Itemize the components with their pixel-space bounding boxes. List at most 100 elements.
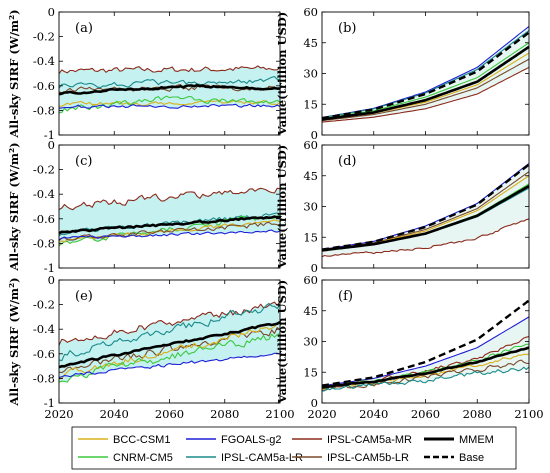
- series-line-base: [321, 163, 530, 251]
- legend-box: [71, 426, 517, 470]
- y-tick-label: -0.2: [33, 298, 55, 312]
- x-tick-label: 2060: [155, 407, 184, 421]
- y-tick-label: -0.4: [33, 187, 55, 201]
- y-tick-label: -0.4: [33, 54, 55, 68]
- y-tick-label: 0: [48, 273, 55, 287]
- x-tick-label: 2040: [100, 407, 129, 421]
- series-line-ipsl-cam5a-mr: [58, 187, 281, 211]
- panel-f: 0 15 30 45 60 2020 2040 2060 2080 2100 (f) Value(tr…: [275, 273, 544, 421]
- legend-item-ipsl-cam5b-lr: IPSL-CAM5b-LR: [292, 452, 409, 464]
- spread-band: [322, 163, 529, 257]
- y-tick-label: -0.8: [33, 103, 55, 117]
- legend-item-mmem: MMEM: [424, 434, 494, 446]
- y-tick-label: 60: [303, 5, 318, 19]
- y-tick-label: -0.8: [33, 371, 55, 385]
- legend-label: IPSL-CAM5a-MR: [327, 434, 412, 446]
- panel-d: 0 15 30 45 60 (d) Value(trillion USD): [275, 138, 530, 275]
- y-axis-label: All-sky SIRF (W/m²): [7, 142, 21, 271]
- y-tick-label: 0: [48, 5, 55, 19]
- series-line-bcc-csm1: [58, 99, 281, 107]
- panel-label: (e): [75, 289, 93, 304]
- series-line-fgoals-g2: [58, 103, 281, 109]
- legend-label: BCC-CSM1: [113, 434, 170, 446]
- series-line-ipsl-cam5a-mr: [321, 218, 530, 258]
- spread-band: [59, 188, 280, 246]
- y-tick-label: 15: [303, 365, 318, 379]
- x-tick-label: 2040: [359, 407, 388, 421]
- y-tick-label: -0.4: [33, 322, 55, 336]
- x-tick-label: 2080: [210, 407, 239, 421]
- panel-label: (a): [75, 21, 93, 36]
- y-axis-label: Value(trillion USD): [275, 145, 289, 269]
- y-tick-label: 0: [311, 128, 318, 142]
- legend-label: IPSL-CAM5b-LR: [327, 452, 409, 464]
- series-line-ipsl-cam5a-lr: [58, 75, 281, 89]
- series-line-ipsl-cam5a-mr: [321, 66, 530, 123]
- y-tick-label: 15: [303, 97, 318, 111]
- x-tick-label: 2100: [265, 407, 294, 421]
- y-axis-label: All-sky SIRF (W/m²): [7, 277, 21, 406]
- y-tick-label: 0: [311, 261, 318, 275]
- y-tick-label: -0.6: [33, 347, 55, 361]
- y-tick-label: -0.2: [33, 163, 55, 177]
- panel-c: -1 -0.8 -0.6 -0.4 -0.2 0 (c) All-sky SIRF (W/m²…: [7, 138, 281, 275]
- series-line-fgoals-g2: [58, 352, 281, 378]
- y-tick-label: -1: [44, 261, 55, 275]
- series-line-mmem: [58, 321, 281, 369]
- y-tick-label: -1: [44, 128, 55, 142]
- legend: BCC-CSM1 FGOALS-g2 IPSL-CAM5a-MR MMEM CNRM-C…: [71, 426, 517, 470]
- series-line-mmem: [321, 346, 530, 389]
- panel-a: -1 -0.8 -0.6 -0.4 -0.2 0 (a) All-sky SIRF (W/m²…: [7, 5, 281, 142]
- y-tick-label: 0: [311, 396, 318, 410]
- y-tick-label: 0: [48, 138, 55, 152]
- series-line-ipsl-cam5a-mr: [58, 65, 281, 75]
- y-tick-label: 30: [303, 67, 318, 81]
- y-tick-label: 60: [303, 138, 318, 152]
- y-tick-label: 60: [303, 273, 318, 287]
- x-tick-label: 2100: [514, 407, 543, 421]
- series-line-ipsl-cam5b-lr: [58, 83, 281, 94]
- panel-label: (d): [338, 154, 356, 169]
- series-line-mmem: [58, 83, 280, 96]
- y-tick-label: -0.6: [33, 212, 55, 226]
- series-line-ipsl-cam5b-lr: [321, 58, 530, 122]
- panel-label: (c): [75, 154, 92, 169]
- y-tick-label: -0.8: [33, 236, 55, 250]
- y-tick-label: 45: [303, 304, 318, 318]
- series-line-cnrm-cm5: [58, 333, 281, 383]
- series-line-ipsl-cam5a-lr: [321, 366, 530, 392]
- x-tick-label: 2080: [463, 407, 492, 421]
- x-tick-label: 2020: [307, 407, 336, 421]
- legend-item-ipsl-cam5a-mr: IPSL-CAM5a-MR: [292, 434, 412, 446]
- spread-band: [322, 26, 529, 123]
- panel-b: 0 15 30 45 60 (b) Value(trillion USD): [275, 5, 530, 142]
- series-line-mmem: [321, 45, 530, 121]
- legend-item-fgoals-g2: FGOALS-g2: [186, 434, 282, 446]
- series-line-mmem: [58, 215, 281, 235]
- x-tick-label: 2060: [411, 407, 440, 421]
- y-tick-label: 15: [303, 230, 318, 244]
- y-axis-label: Value(trillion USD): [275, 12, 289, 136]
- y-axis-label: All-sky SIRF (W/m²): [7, 9, 21, 138]
- y-tick-label: -1: [44, 396, 55, 410]
- series-line-cnrm-cm5: [58, 213, 281, 247]
- panel-label: (b): [338, 21, 356, 36]
- y-tick-label: -0.6: [33, 79, 55, 93]
- panel-e: -1 -0.8 -0.6 -0.4 -0.2 0 2020 2040 2060 2080 2100 (…: [7, 273, 295, 421]
- legend-label: FGOALS-g2: [221, 434, 282, 446]
- legend-item-ipsl-cam5a-lr: IPSL-CAM5a-LR: [186, 452, 303, 464]
- series-line-fgoals-g2: [58, 229, 281, 241]
- legend-item-base: Base: [424, 452, 484, 464]
- legend-item-bcc-csm1: BCC-CSM1: [78, 434, 170, 446]
- legend-label: IPSL-CAM5a-LR: [221, 452, 303, 464]
- legend-label: MMEM: [459, 434, 494, 446]
- legend-label: Base: [459, 452, 484, 464]
- series-line-ipsl-cam5a-lr: [58, 302, 281, 362]
- y-tick-label: 30: [303, 200, 318, 214]
- y-tick-label: 45: [303, 36, 318, 50]
- series-line-mmem: [321, 184, 530, 252]
- y-axis-label: Value(trillion USD): [275, 280, 289, 404]
- y-tick-label: 30: [303, 335, 318, 349]
- series-line-bcc-csm1: [58, 321, 281, 380]
